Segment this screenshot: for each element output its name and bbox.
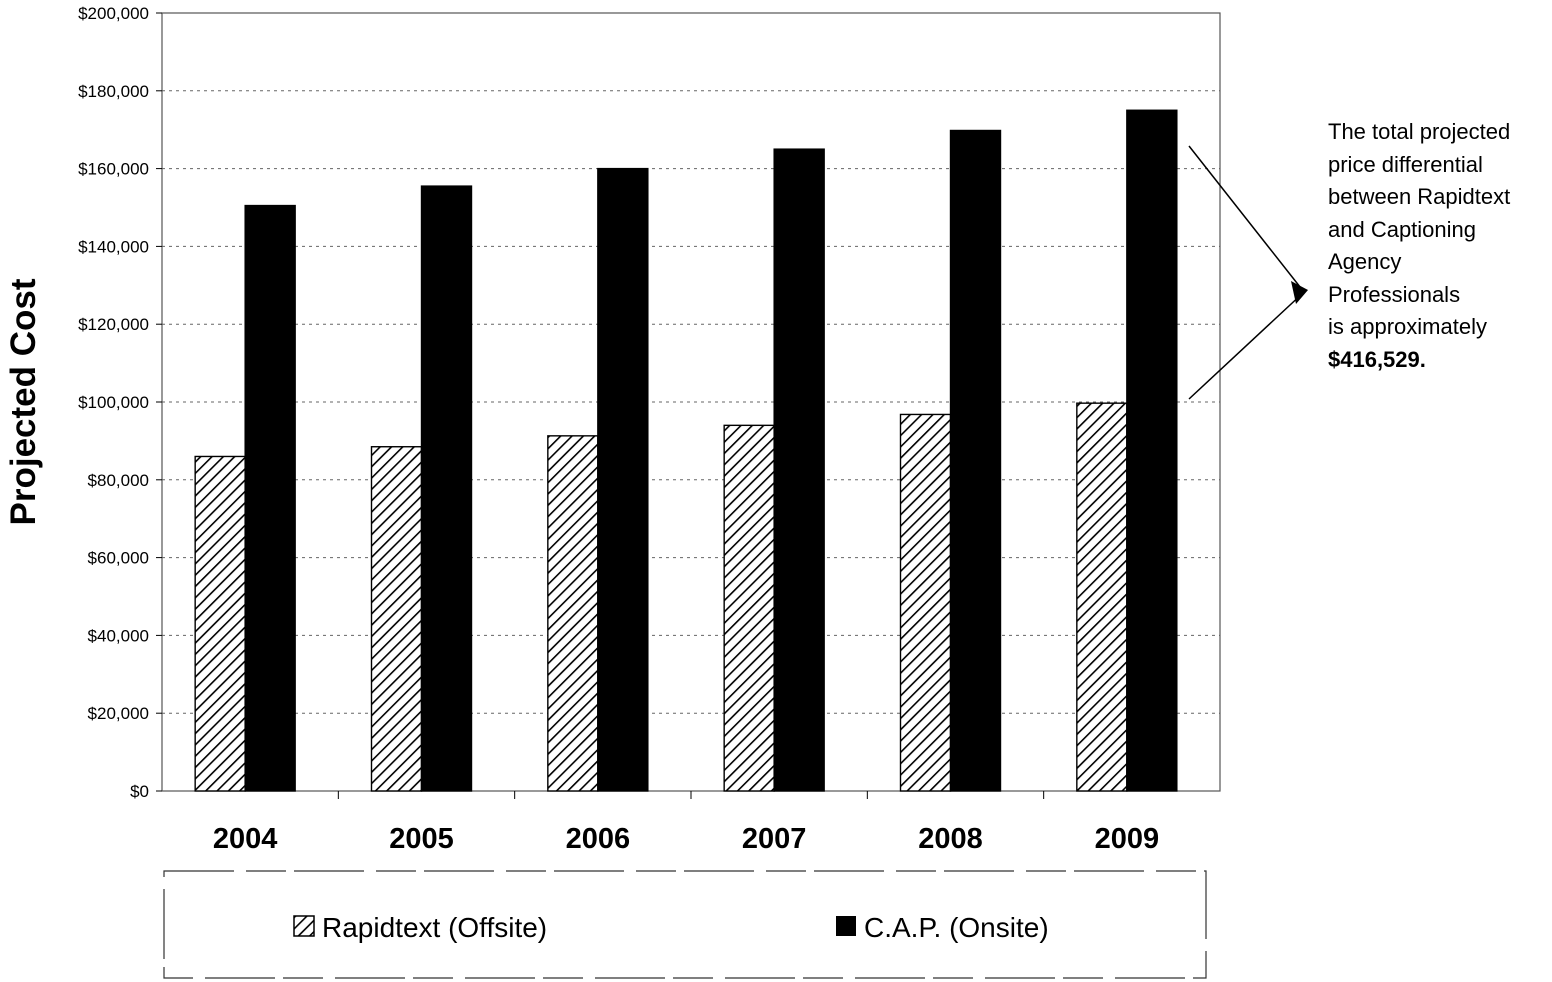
legend: Rapidtext (Offsite) C.A.P. (Onsite) <box>163 870 1207 979</box>
y-tick-label: $140,000 <box>78 237 149 256</box>
bar-cap <box>244 204 296 792</box>
x-category-label: 2007 <box>742 823 807 855</box>
x-axis-categories: 2004 2005 2006 2007 2008 2009 <box>213 791 1159 855</box>
annotation-amount: $416,529. <box>1328 346 1426 372</box>
x-category-label: 2005 <box>389 823 454 855</box>
bar-rapidtext <box>723 424 775 792</box>
y-tick-label: $160,000 <box>78 160 149 179</box>
bars <box>194 109 1178 792</box>
legend-label-rapidtext: Rapidtext (Offsite) <box>322 912 547 943</box>
y-tick-label: $200,000 <box>78 4 149 23</box>
y-tick-label: $80,000 <box>88 471 149 490</box>
legend-swatch-rapidtext <box>293 915 315 937</box>
bar-rapidtext <box>370 446 423 792</box>
y-tick-label: $0 <box>130 782 149 801</box>
bar-rapidtext <box>899 413 952 792</box>
bar-cap <box>1126 109 1178 792</box>
annotation-line: between Rapidtext <box>1328 184 1511 209</box>
y-tick-label: $20,000 <box>88 704 149 723</box>
arrowhead <box>1291 281 1308 304</box>
legend-swatch-cap <box>836 916 856 936</box>
y-tick-label: $100,000 <box>78 393 149 412</box>
legend-box <box>163 870 1207 979</box>
y-tick-label: $180,000 <box>78 82 149 101</box>
bar-cap <box>773 148 825 792</box>
annotation-line: Agency <box>1328 249 1402 274</box>
bar-cap <box>597 167 649 792</box>
bar-rapidtext <box>194 455 246 792</box>
bar-cap <box>420 185 473 792</box>
x-category-label: 2008 <box>918 823 983 855</box>
y-axis-ticks: $0 $20,000 $40,000 $60,000 $80,000 $100,000 $1… <box>78 4 162 801</box>
annotation-line: is approximately <box>1328 314 1487 339</box>
y-tick-label: $60,000 <box>88 549 149 568</box>
y-tick-label: $120,000 <box>78 315 149 334</box>
x-category-label: 2004 <box>213 823 278 855</box>
y-tick-label: $40,000 <box>88 626 149 645</box>
annotation-line: Professionals <box>1328 281 1461 307</box>
plot-area-border <box>161 12 1221 792</box>
bar-rapidtext <box>1076 402 1128 792</box>
annotation-line: The total projected <box>1328 119 1511 144</box>
arrow-line-lower <box>1188 291 1305 400</box>
bar-cap <box>949 129 1002 792</box>
annotation-text: The total projected price differential b… <box>1328 116 1550 376</box>
legend-label-cap: C.A.P. (Onsite) <box>864 912 1049 943</box>
annotation-line: price differential <box>1328 151 1483 177</box>
x-category-label: 2006 <box>566 823 631 855</box>
arrow-line-upper <box>1188 145 1305 293</box>
y-axis-label: Projected Cost <box>4 278 43 525</box>
annotation-arrows <box>1188 145 1308 400</box>
bar-rapidtext <box>547 435 599 792</box>
x-category-label: 2009 <box>1095 823 1160 855</box>
gridlines <box>162 90 1220 714</box>
annotation-line: and Captioning <box>1328 216 1477 242</box>
